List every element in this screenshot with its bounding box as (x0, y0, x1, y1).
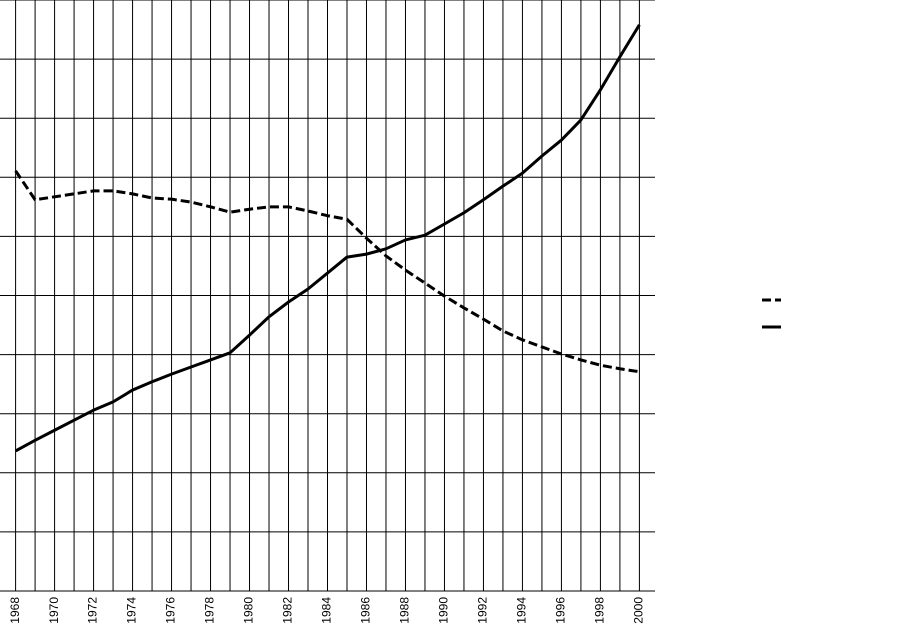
x-tick-label: 1982 (281, 597, 295, 624)
x-tick-label: 1986 (359, 597, 373, 624)
series-line (14, 24, 641, 453)
series-line (14, 169, 640, 374)
x-tick-label: 1984 (320, 597, 334, 624)
x-tick-label: 1990 (437, 597, 451, 624)
x-tick-label: 1998 (593, 597, 607, 624)
x-tick-label: 1974 (125, 597, 139, 624)
x-tick-label: 1988 (398, 597, 412, 624)
x-tick-label: 1976 (164, 597, 178, 624)
x-tick-label: 1994 (515, 597, 529, 624)
x-tick-label: 1996 (554, 597, 568, 624)
x-tick-label: 1972 (86, 597, 100, 624)
x-tick-label: 1968 (8, 597, 22, 624)
x-tick-label: 1992 (476, 597, 490, 624)
x-tick-label: 2000 (632, 597, 646, 624)
x-tick-label: 1978 (203, 597, 217, 624)
x-tick-label: 1970 (47, 597, 61, 624)
x-tick-label: 1980 (242, 597, 256, 624)
